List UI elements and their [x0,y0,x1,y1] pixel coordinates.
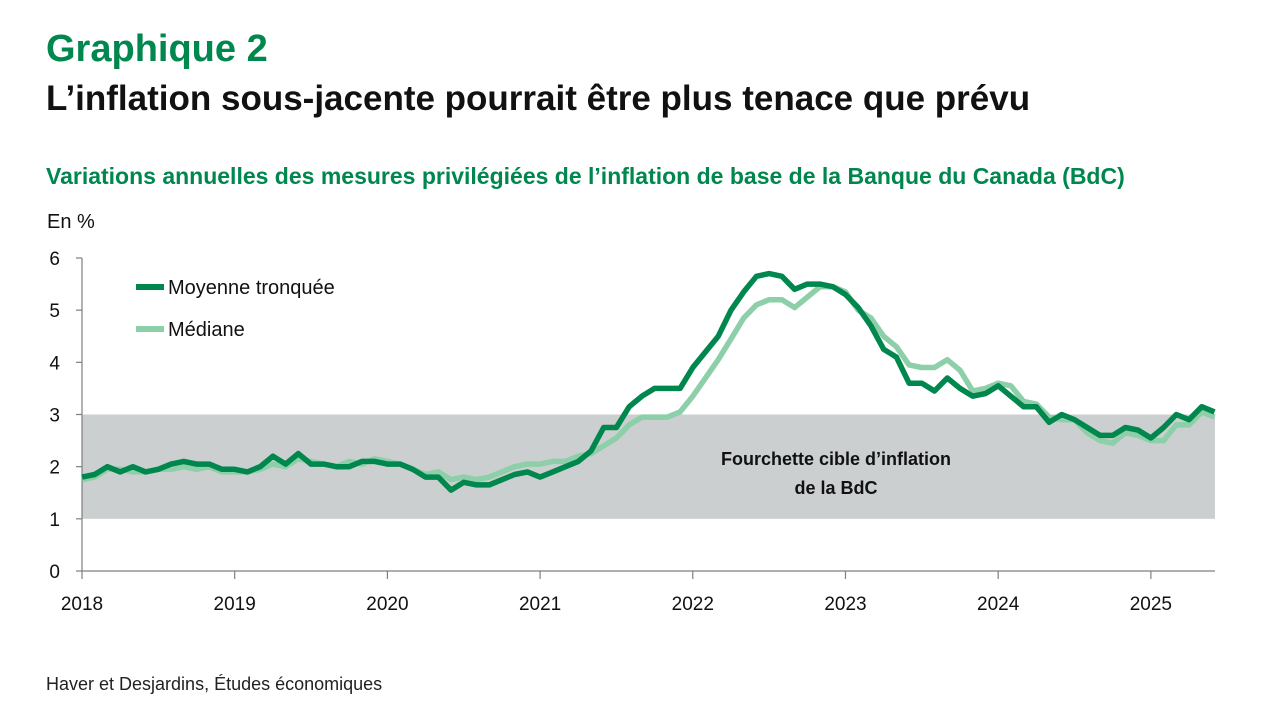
x-tick-label: 2021 [519,594,561,615]
chart-headline: L’inflation sous-jacente pourrait être p… [46,79,1031,118]
source-note: Haver et Desjardins, Études économiques [46,674,383,694]
y-tick-label: 3 [49,406,60,427]
target-band-label: de la BdC [794,478,877,498]
x-tick-label: 2023 [824,594,866,615]
legend-label-median: Médiane [168,319,245,341]
y-tick-label: 6 [49,249,60,270]
y-tick-label: 1 [49,510,60,531]
legend-label-trimmed: Moyenne tronquée [168,277,335,299]
y-axis-title: En % [47,211,95,233]
x-tick-label: 2018 [61,594,103,615]
y-tick-label: 0 [49,562,60,583]
target-band [82,414,1215,519]
y-tick-label: 2 [49,458,60,479]
x-tick-label: 2025 [1130,594,1172,615]
x-tick-label: 2024 [977,594,1020,615]
chart-kicker: Graphique 2 [46,28,268,70]
x-tick-label: 2022 [672,594,714,615]
y-tick-label: 5 [49,301,60,322]
x-tick-label: 2020 [366,594,408,615]
y-tick-label: 4 [49,353,60,374]
series-line-trimmed [81,270,1216,493]
chart-subtitle: Variations annuelles des mesures privilé… [46,163,1125,189]
target-band-label: Fourchette cible d’inflation [721,449,951,469]
series-line-median [81,283,1216,483]
x-tick-label: 2019 [214,594,256,615]
